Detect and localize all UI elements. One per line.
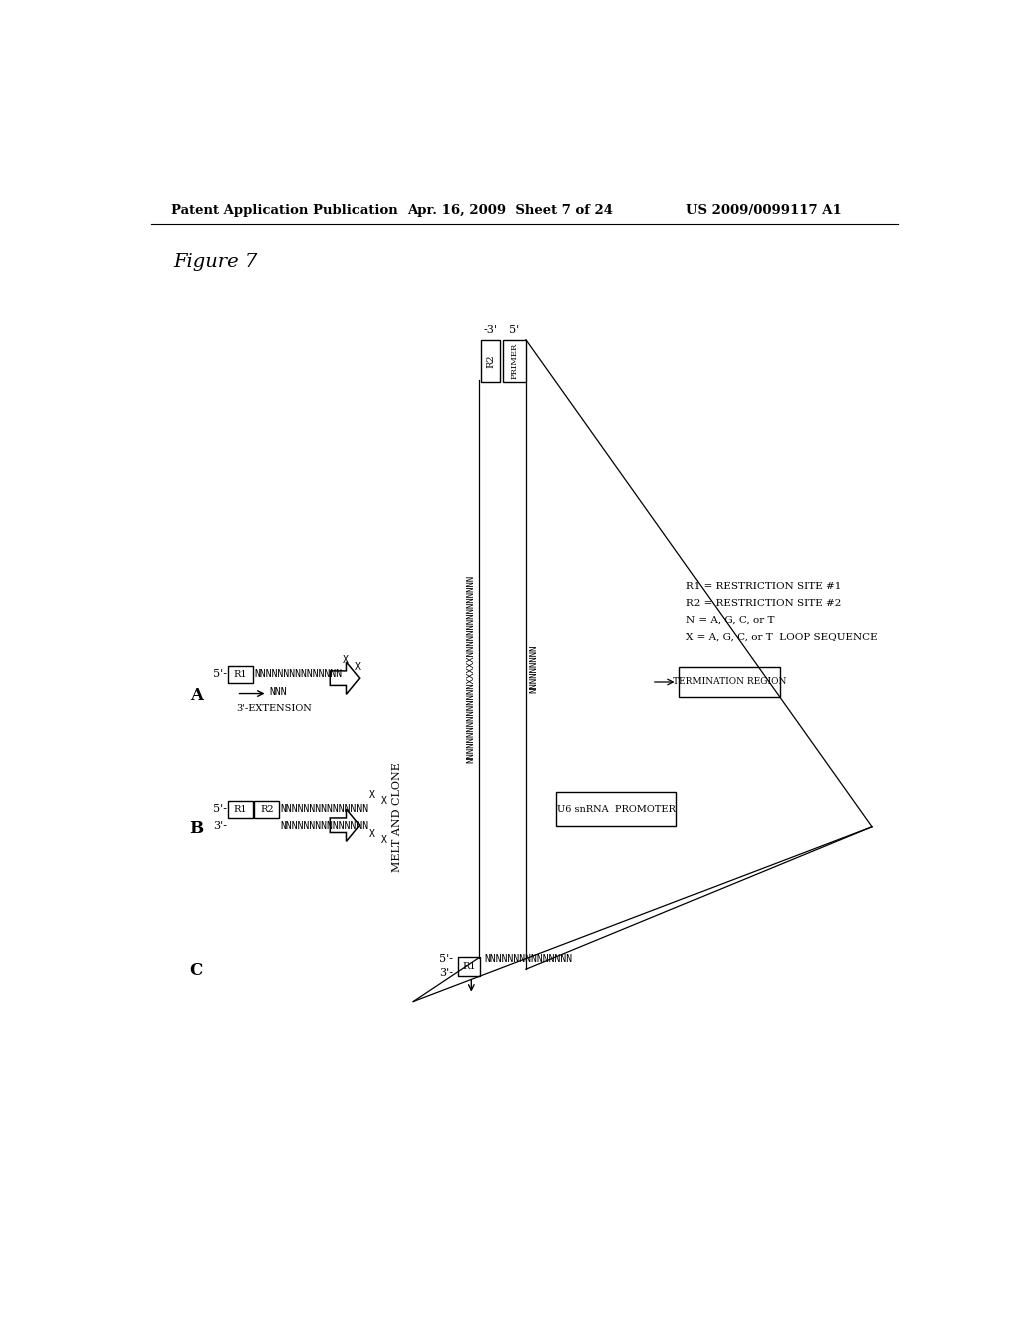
Text: NNNNNNNNN: NNNNNNNNN xyxy=(529,644,539,693)
Text: 5'-: 5'- xyxy=(213,804,227,814)
Text: NNNNNNNNNNNNNNN: NNNNNNNNNNNNNNN xyxy=(281,804,369,814)
Text: X: X xyxy=(343,656,349,665)
FancyBboxPatch shape xyxy=(481,339,501,381)
Text: R1: R1 xyxy=(462,962,476,970)
Text: MELT AND CLONE: MELT AND CLONE xyxy=(391,763,401,873)
Text: 3'-EXTENSION: 3'-EXTENSION xyxy=(237,705,312,713)
Text: X = A, G, C, or T  LOOP SEQUENCE: X = A, G, C, or T LOOP SEQUENCE xyxy=(686,632,878,642)
FancyBboxPatch shape xyxy=(679,667,779,697)
Text: N = A, G, C, or T: N = A, G, C, or T xyxy=(686,615,774,624)
Text: 3'-: 3'- xyxy=(439,968,454,978)
Text: U6 snRNA  PROMOTER: U6 snRNA PROMOTER xyxy=(557,805,676,813)
Text: R2: R2 xyxy=(260,805,273,813)
Text: R2: R2 xyxy=(486,354,496,368)
Text: X: X xyxy=(381,834,387,845)
Text: NNNNNNNNNNNNNNNXXXXXNNNNNNNNNNNNNNN: NNNNNNNNNNNNNNNXXXXXNNNNNNNNNNNNNNN xyxy=(467,574,476,763)
Text: NNN: NNN xyxy=(269,686,287,697)
Text: B: B xyxy=(189,820,203,837)
Text: NNNNNNNNNNNNNNN: NNNNNNNNNNNNNNN xyxy=(484,954,572,964)
Text: X: X xyxy=(381,796,387,807)
Text: TERMINATION REGION: TERMINATION REGION xyxy=(673,677,786,686)
Text: X: X xyxy=(354,661,360,672)
Text: Patent Application Publication: Patent Application Publication xyxy=(171,205,397,218)
Text: -3': -3' xyxy=(483,326,498,335)
Text: R1: R1 xyxy=(233,669,247,678)
Text: 5'-: 5'- xyxy=(439,954,454,964)
FancyBboxPatch shape xyxy=(254,800,280,817)
Text: C: C xyxy=(189,962,203,979)
FancyBboxPatch shape xyxy=(458,957,480,975)
Text: R1: R1 xyxy=(233,805,247,813)
Text: NNNNNNNNNNNNNNN: NNNNNNNNNNNNNNN xyxy=(254,669,342,680)
Text: A: A xyxy=(189,688,203,705)
Text: PRIMER: PRIMER xyxy=(510,343,518,379)
FancyBboxPatch shape xyxy=(228,665,253,682)
Text: US 2009/0099117 A1: US 2009/0099117 A1 xyxy=(686,205,842,218)
FancyBboxPatch shape xyxy=(556,792,676,826)
Text: Figure 7: Figure 7 xyxy=(173,253,257,272)
Text: R1 = RESTRICTION SITE #1: R1 = RESTRICTION SITE #1 xyxy=(686,582,842,591)
Text: Apr. 16, 2009  Sheet 7 of 24: Apr. 16, 2009 Sheet 7 of 24 xyxy=(407,205,613,218)
FancyBboxPatch shape xyxy=(228,800,253,817)
Text: 5': 5' xyxy=(509,326,519,335)
Text: X: X xyxy=(370,791,375,800)
Text: NNNNNNNNNNNNNNN: NNNNNNNNNNNNNNN xyxy=(281,821,369,832)
Text: 3'-: 3'- xyxy=(213,821,227,832)
Text: X: X xyxy=(370,829,375,838)
Text: 5'-: 5'- xyxy=(213,669,227,680)
Text: R2 = RESTRICTION SITE #2: R2 = RESTRICTION SITE #2 xyxy=(686,599,842,607)
FancyBboxPatch shape xyxy=(503,339,526,381)
